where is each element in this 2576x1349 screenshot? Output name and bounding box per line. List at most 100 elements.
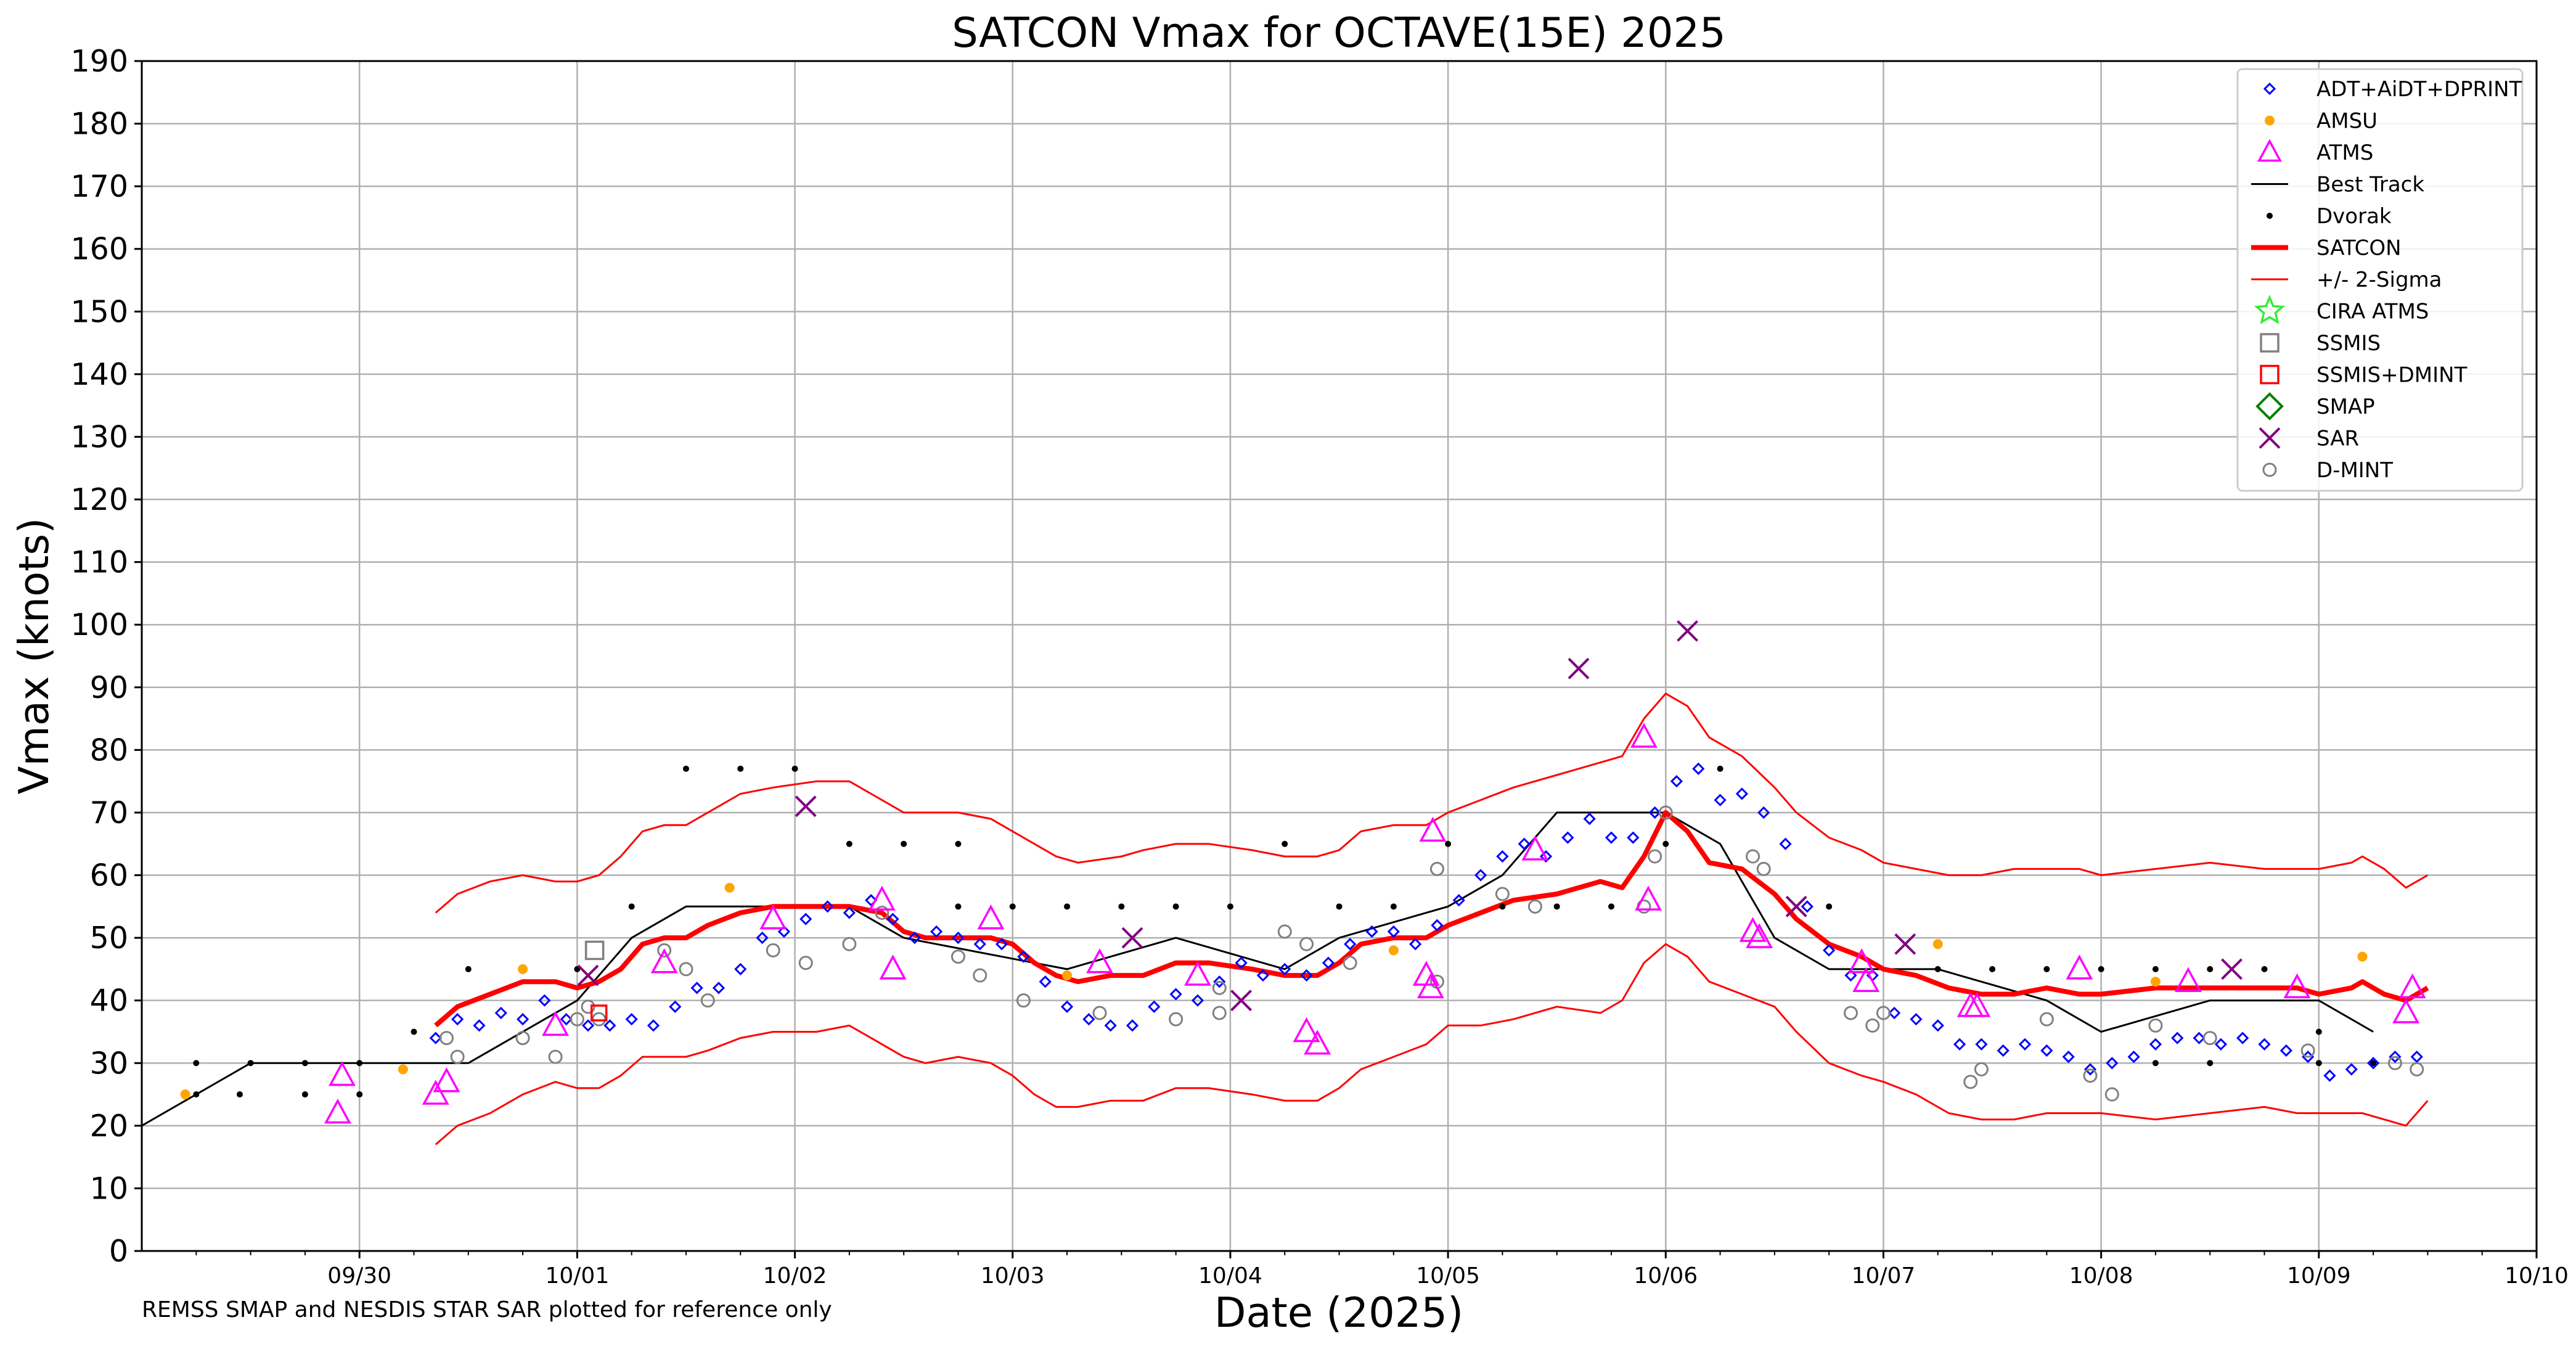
- dvorak-point: [791, 765, 798, 772]
- dmint-point: [2039, 1012, 2054, 1027]
- adt-point: [1104, 1019, 1117, 1032]
- dmint-point: [581, 999, 595, 1014]
- adt-point: [1714, 793, 1727, 806]
- adt-point: [2106, 1057, 2119, 1070]
- dmint-point: [657, 943, 672, 957]
- dvorak-point: [2098, 966, 2104, 972]
- legend-marker-dvorak: [2267, 213, 2273, 219]
- adt-point: [2389, 1050, 2402, 1064]
- adt-point: [2171, 1031, 2184, 1044]
- x-tick-label: 09/30: [327, 1263, 391, 1289]
- sar-point: [1121, 927, 1143, 949]
- satcon-line: [434, 810, 2429, 1028]
- adt-point: [995, 938, 1008, 951]
- adt-point: [494, 1006, 507, 1020]
- y-tick-label: 60: [90, 858, 128, 893]
- x-tick-label: 10/02: [763, 1263, 827, 1289]
- sar-stroke: [795, 795, 817, 818]
- dvorak-point: [193, 1060, 200, 1067]
- sar-stroke: [1894, 933, 1916, 955]
- y-tick-label: 120: [70, 482, 128, 517]
- x-tick-label: 10/10: [2504, 1263, 2569, 1289]
- legend-marker-amsu: [2265, 115, 2275, 126]
- adt-point: [1887, 1006, 1901, 1020]
- x-tick-label: 10/03: [981, 1263, 1045, 1289]
- dvorak-point: [2152, 1060, 2159, 1067]
- atms-point: [1184, 961, 1211, 986]
- legend-label-amsu: AMSU: [2316, 109, 2378, 134]
- dvorak-point: [1499, 903, 1506, 910]
- sar-stroke: [1121, 927, 1143, 949]
- adt-point: [756, 931, 769, 945]
- sar-stroke: [1568, 657, 1590, 679]
- dvorak-point: [301, 1091, 308, 1098]
- legend-items: ADT+AiDT+DPRINT AMSU ATMS Best Track Dvorak S…: [2251, 77, 2522, 483]
- y-tick-label: 80: [90, 732, 128, 768]
- legend-label-ssmis_dmint: SSMIS+DMINT: [2316, 363, 2468, 388]
- adt-point: [2193, 1031, 2206, 1044]
- amsu-point: [1388, 945, 1399, 956]
- adt-point: [1452, 894, 1465, 907]
- adt-point: [1757, 806, 1770, 819]
- y-tick-label: 140: [70, 357, 128, 392]
- adt-point: [1213, 975, 1226, 988]
- legend-marker-ssmis_dmint: [2260, 364, 2280, 385]
- dmint-point: [1963, 1075, 1978, 1089]
- amsu-point: [180, 1089, 190, 1100]
- adt-point: [560, 1013, 573, 1026]
- adt-point: [1431, 919, 1444, 932]
- atms-point: [1746, 923, 1773, 948]
- dmint-point: [1756, 861, 1771, 876]
- atms-point: [1848, 948, 1876, 974]
- adt-point: [1017, 950, 1030, 963]
- adt-point: [1322, 956, 1335, 969]
- atms-point: [422, 1080, 449, 1105]
- x-axis-ticks: 09/30 10/01 10/02 10/03 10/04 10/05 10/06 10/07…: [195, 1251, 2569, 1289]
- adt-point: [1060, 1000, 1074, 1013]
- dmint-point: [1974, 1062, 1989, 1076]
- atms-point: [2398, 973, 2426, 999]
- sar-point: [2221, 958, 2243, 980]
- best-track-series: [141, 811, 2374, 1127]
- dmint-point: [1016, 993, 1031, 1008]
- dmint-point: [842, 937, 857, 951]
- y-tick-label: 170: [70, 169, 128, 204]
- legend-label-adt: ADT+AiDT+DPRINT: [2316, 77, 2522, 102]
- dmint-point: [1343, 956, 1357, 970]
- dmint-point: [1277, 924, 1292, 939]
- amsu-point: [1932, 939, 1943, 949]
- atms-point: [977, 904, 1005, 930]
- dvorak-point: [901, 840, 907, 847]
- y-tick-label: 180: [70, 107, 128, 142]
- y-tick-label: 110: [70, 545, 128, 580]
- adt-point: [1997, 1044, 2010, 1057]
- sar-point: [1894, 933, 1916, 955]
- adt-point: [1474, 869, 1487, 882]
- dvorak-series: [193, 765, 2377, 1098]
- y-axis-ticks: 0 10 20 30 40 50 60 70 80 90 100 110 120 130 140 150 160…: [70, 44, 142, 1269]
- adt-point: [1627, 831, 1640, 844]
- dvorak-point: [628, 903, 635, 910]
- ssmis-dmint-point: [590, 1004, 608, 1022]
- dvorak-point: [2152, 966, 2159, 972]
- dmint-point: [1746, 849, 1760, 864]
- adt-point: [1910, 1013, 1923, 1026]
- atms-point: [2066, 954, 2093, 980]
- dvorak-point: [1336, 903, 1343, 910]
- footnote: REMSS SMAP and NESDIS STAR SAR plotted f…: [142, 1297, 832, 1322]
- adt-point: [1931, 1019, 1944, 1032]
- atms-point: [1739, 917, 1767, 942]
- atms-point: [2392, 998, 2420, 1023]
- atms-point: [1293, 1017, 1320, 1043]
- legend-label-best: Best Track: [2316, 173, 2424, 197]
- adt-point: [603, 1019, 616, 1032]
- adt-point: [1561, 831, 1574, 844]
- dmint-point: [1495, 887, 1510, 901]
- y-tick-label: 70: [90, 795, 128, 830]
- y-tick-label: 0: [109, 1234, 128, 1269]
- dvorak-point: [1826, 903, 1833, 910]
- sar-point: [1677, 620, 1699, 642]
- atms-point: [1419, 816, 1447, 842]
- atms-point: [1521, 835, 1549, 861]
- dmint-point: [700, 993, 715, 1008]
